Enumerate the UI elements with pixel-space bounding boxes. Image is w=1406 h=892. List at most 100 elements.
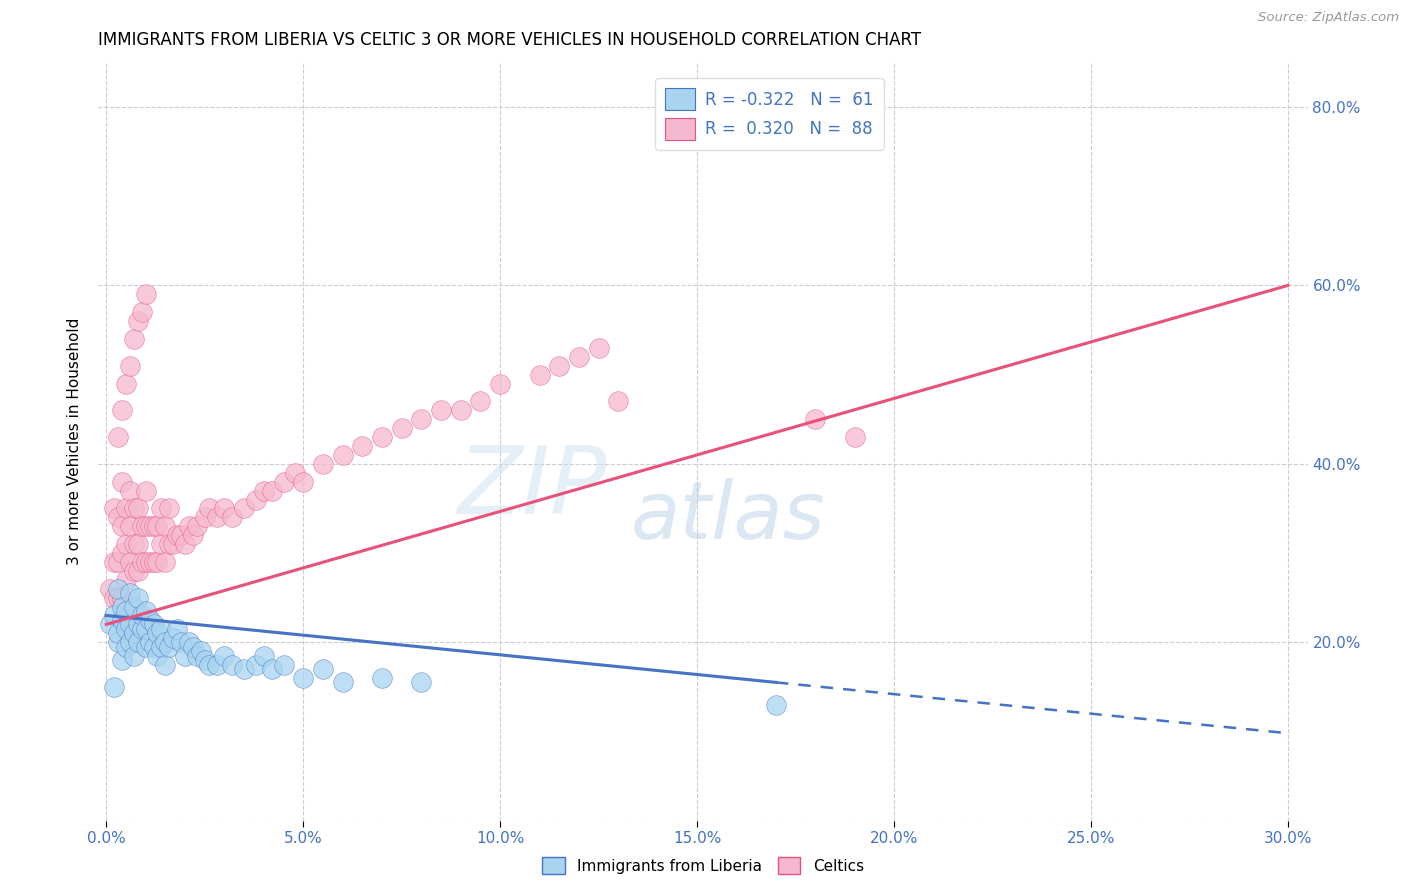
Point: [127, 537, 149, 551]
Point: [138, 613, 160, 627]
Point: [233, 501, 256, 516]
Point: [177, 519, 200, 533]
Point: [162, 537, 184, 551]
Point: [135, 483, 157, 498]
Point: [138, 555, 160, 569]
Point: [197, 657, 219, 672]
Point: [111, 591, 134, 605]
Point: [155, 635, 177, 649]
Legend: R = -0.322   N =  61, R =  0.320   N =  88: R = -0.322 N = 61, R = 0.320 N = 88: [655, 78, 884, 150]
Point: [371, 671, 394, 685]
Point: [607, 394, 630, 409]
Point: [150, 537, 173, 551]
Point: [568, 350, 591, 364]
Point: [115, 376, 138, 391]
Point: [221, 510, 243, 524]
Point: [122, 564, 145, 578]
Point: [162, 631, 184, 645]
Point: [131, 555, 153, 569]
Point: [98, 582, 121, 596]
Point: [142, 640, 165, 654]
Point: [371, 430, 394, 444]
Point: [118, 483, 141, 498]
Point: [430, 403, 453, 417]
Point: [142, 617, 165, 632]
Point: [273, 657, 295, 672]
Point: [273, 475, 295, 489]
Point: [135, 604, 157, 618]
Point: [138, 635, 160, 649]
Point: [127, 591, 149, 605]
Legend: Immigrants from Liberia, Celtics: Immigrants from Liberia, Celtics: [536, 851, 870, 880]
Point: [107, 582, 129, 596]
Point: [131, 519, 153, 533]
Point: [138, 519, 160, 533]
Point: [150, 622, 173, 636]
Point: [122, 599, 145, 614]
Point: [111, 599, 134, 614]
Point: [118, 519, 141, 533]
Point: [245, 657, 267, 672]
Point: [115, 501, 138, 516]
Point: [118, 586, 141, 600]
Point: [122, 626, 145, 640]
Point: [142, 519, 165, 533]
Point: [122, 501, 145, 516]
Point: [470, 394, 492, 409]
Text: IMMIGRANTS FROM LIBERIA VS CELTIC 3 OR MORE VEHICLES IN HOUSEHOLD CORRELATION CH: IMMIGRANTS FROM LIBERIA VS CELTIC 3 OR M…: [98, 31, 921, 49]
Point: [111, 546, 134, 560]
Point: [131, 608, 153, 623]
Point: [107, 555, 129, 569]
Point: [253, 648, 276, 663]
Point: [233, 662, 256, 676]
Point: [548, 359, 571, 373]
Point: [284, 466, 307, 480]
Point: [127, 626, 149, 640]
Point: [205, 510, 228, 524]
Point: [174, 537, 197, 551]
Text: Source: ZipAtlas.com: Source: ZipAtlas.com: [1258, 11, 1399, 24]
Point: [118, 617, 141, 632]
Point: [107, 510, 129, 524]
Point: [312, 457, 335, 471]
Point: [135, 622, 157, 636]
Point: [765, 698, 787, 712]
Point: [118, 608, 141, 623]
Point: [150, 501, 173, 516]
Point: [588, 341, 610, 355]
Point: [122, 537, 145, 551]
Point: [111, 403, 134, 417]
Point: [489, 376, 512, 391]
Point: [157, 501, 180, 516]
Point: [214, 501, 236, 516]
Point: [111, 475, 134, 489]
Point: [122, 635, 145, 649]
Point: [292, 671, 315, 685]
Point: [157, 537, 180, 551]
Point: [122, 332, 145, 346]
Point: [221, 657, 243, 672]
Point: [174, 648, 197, 663]
Point: [127, 635, 149, 649]
Point: [103, 608, 125, 623]
Point: [135, 640, 157, 654]
Point: [127, 617, 149, 632]
Point: [150, 640, 173, 654]
Point: [170, 635, 193, 649]
Point: [166, 528, 188, 542]
Point: [103, 591, 125, 605]
Point: [205, 657, 228, 672]
Text: ZIP: ZIP: [457, 442, 606, 533]
Point: [146, 519, 169, 533]
Point: [177, 635, 200, 649]
Point: [127, 501, 149, 516]
Point: [194, 653, 217, 667]
Point: [844, 430, 866, 444]
Point: [245, 492, 267, 507]
Point: [127, 564, 149, 578]
Point: [111, 613, 134, 627]
Point: [118, 555, 141, 569]
Point: [450, 403, 472, 417]
Point: [186, 519, 208, 533]
Point: [804, 412, 827, 426]
